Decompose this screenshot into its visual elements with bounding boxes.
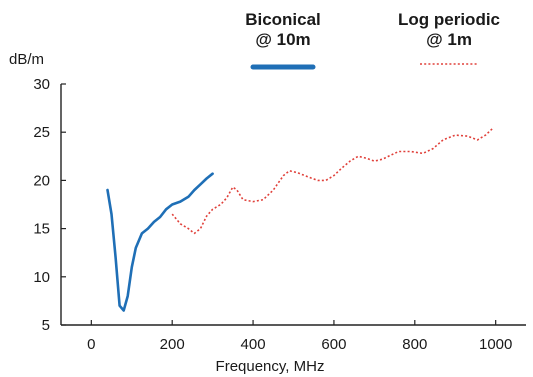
y-tick-label: 25 bbox=[33, 124, 50, 141]
y-tick-label: 5 bbox=[42, 317, 50, 334]
x-tick-label: 1000 bbox=[479, 336, 512, 353]
legend-label-biconical: Biconical bbox=[245, 10, 321, 29]
series-line-log-periodic bbox=[171, 126, 495, 235]
x-tick-label: 400 bbox=[241, 336, 266, 353]
x-tick-label: 200 bbox=[160, 336, 185, 353]
legend-label-log-periodic: Log periodic bbox=[398, 10, 500, 29]
y-tick-label: 20 bbox=[33, 172, 50, 189]
x-tick-label: 800 bbox=[402, 336, 427, 353]
legend-label-log-periodic: @ 1m bbox=[426, 30, 472, 49]
x-tick-label: 0 bbox=[87, 336, 95, 353]
series-line-biconical bbox=[106, 172, 214, 312]
y-tick-label: 15 bbox=[33, 221, 50, 238]
y-tick-label: 10 bbox=[33, 269, 50, 286]
legend-label-biconical: @ 10m bbox=[255, 30, 310, 49]
x-tick-label: 600 bbox=[321, 336, 346, 353]
y-tick-label: 30 bbox=[33, 76, 50, 93]
axes: 5 10 15 20 25 30 0 200 400 600 800 1000 dB/m Frequenc… bbox=[9, 51, 526, 375]
plot-series bbox=[106, 126, 495, 312]
legend: Biconical@ 10m Log periodic@ 1m bbox=[245, 10, 500, 70]
x-axis-label: Frequency, MHz bbox=[216, 358, 325, 375]
y-axis-label: dB/m bbox=[9, 51, 44, 68]
